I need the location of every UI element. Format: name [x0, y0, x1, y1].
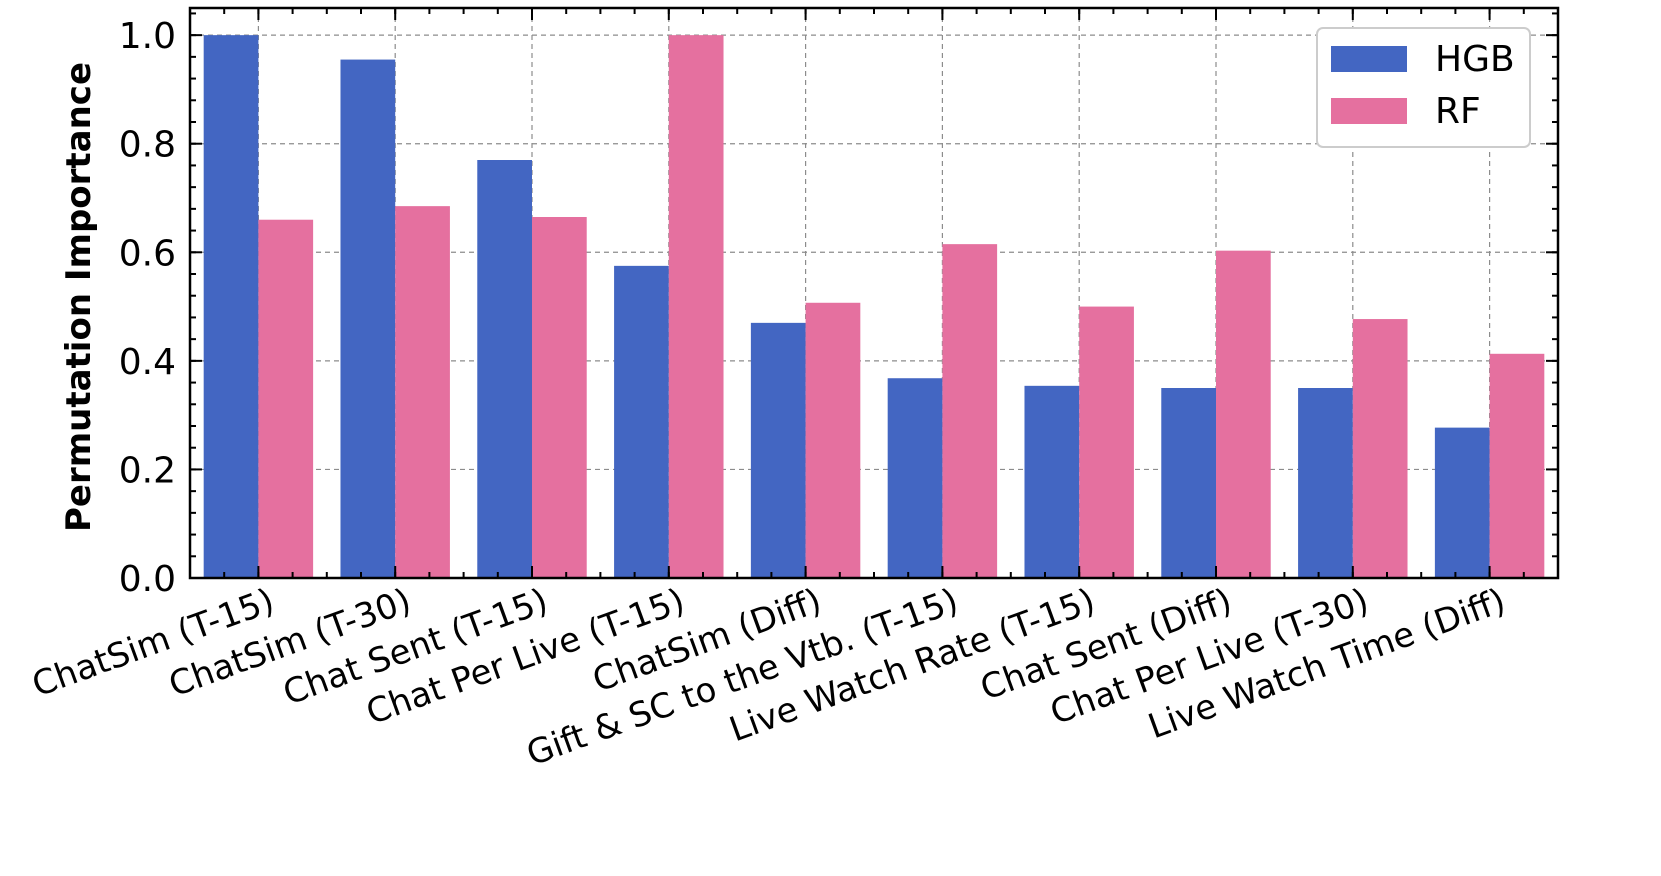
y-axis-label: Permutation Importance	[59, 62, 99, 532]
bar-hgb-3	[614, 265, 669, 578]
bar-hgb-1	[340, 59, 396, 579]
y-tick-label: 0.0	[119, 559, 176, 600]
x-tick-labels: ChatSim (T-15)ChatSim (T-30)Chat Sent (T…	[27, 581, 1511, 774]
bar-rf-4	[805, 302, 861, 578]
bar-hgb-5	[887, 378, 943, 578]
bar-rf-8	[1352, 319, 1408, 578]
bar-hgb-2	[477, 160, 532, 578]
bar-rf-0	[258, 219, 314, 578]
y-tick-label: 1.0	[119, 16, 176, 57]
y-tick-labels: 0.0 0.2 0.4 0.6 0.8 1.0	[119, 16, 176, 600]
legend-label-hgb: HGB	[1435, 39, 1515, 80]
bar-rf-6	[1079, 306, 1134, 578]
bar-rf-1	[395, 206, 450, 578]
bar-hgb-6	[1024, 385, 1080, 578]
bar-hgb-4	[750, 322, 806, 578]
legend-swatch-rf	[1331, 98, 1407, 124]
bars	[203, 35, 1545, 579]
bar-rf-3	[668, 35, 724, 578]
y-tick-label: 0.8	[119, 125, 176, 166]
y-tick-label: 0.4	[119, 342, 176, 383]
y-tick-label: 0.2	[119, 450, 176, 491]
bar-hgb-9	[1434, 427, 1490, 578]
legend: HGB RF	[1316, 27, 1531, 148]
legend-swatch-hgb	[1331, 46, 1407, 72]
bar-rf-9	[1489, 353, 1545, 578]
bar-rf-2	[532, 217, 587, 578]
bar-rf-7	[1216, 250, 1271, 578]
plot-frame	[188, 6, 1560, 580]
bar-hgb-7	[1161, 388, 1216, 578]
bar-rf-5	[942, 244, 998, 578]
bar-hgb-0	[203, 35, 259, 578]
y-tick-label: 0.6	[119, 233, 176, 274]
legend-label-rf: RF	[1435, 91, 1481, 132]
bar-hgb-8	[1298, 388, 1353, 578]
